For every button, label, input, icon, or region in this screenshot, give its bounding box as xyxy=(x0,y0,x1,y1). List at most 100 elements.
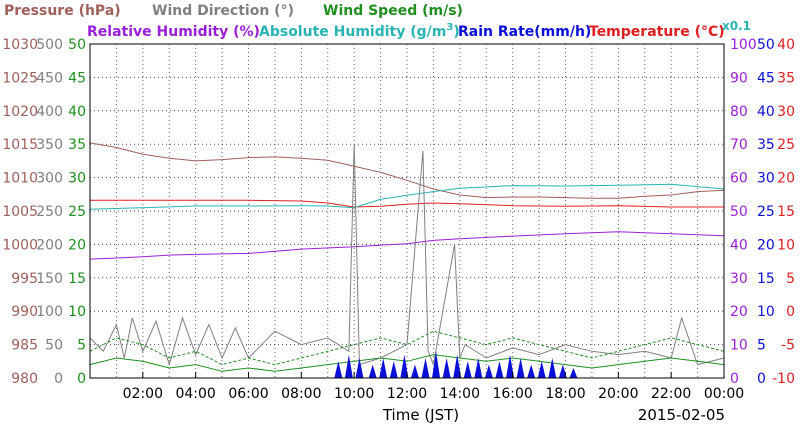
plot-area xyxy=(89,43,725,379)
y-tick-label: 20 xyxy=(68,237,86,253)
rain-rate-spike xyxy=(506,354,515,378)
y-axis-wind-direction: 0 50 100 150 200 250 300 350 400 450 500 xyxy=(36,37,63,387)
y-tick-label: 300 xyxy=(36,171,63,187)
y-axis-pressure: 980 985 990 995 1000 1005 1010 1015 1020 1025 1030 xyxy=(2,37,38,387)
rain-rate-spike xyxy=(344,354,353,378)
y-tick-label: 50 xyxy=(730,204,748,220)
legend-absolute-humidity-text: Absolute Humidity (g/m xyxy=(259,24,446,40)
x-tick-label: 10:00 xyxy=(334,386,374,402)
legend-scale-note: x0.1 xyxy=(722,19,751,33)
y-tick-label: 50 xyxy=(45,338,63,354)
y-tick-label: 25 xyxy=(68,204,86,220)
y-axis-temperature: -10 -5 0 5 10 15 20 25 30 35 40 xyxy=(772,37,795,387)
y-tick-label: 10 xyxy=(730,338,748,354)
rain-rate-spike xyxy=(453,354,462,378)
y-tick-label: -5 xyxy=(781,338,795,354)
y-tick-label: 35 xyxy=(777,70,795,86)
y-tick-label: 350 xyxy=(36,137,63,153)
y-tick-label: 30 xyxy=(777,104,795,120)
rain-rate-spike xyxy=(516,357,525,378)
y-tick-label: 40 xyxy=(730,237,748,253)
y-tick-label: 0 xyxy=(786,304,795,320)
y-axis-rain-rate: 0 5 10 15 20 25 30 35 40 45 50 xyxy=(757,37,775,387)
rain-rate-spike xyxy=(379,357,388,378)
y-tick-label: 100 xyxy=(730,37,757,53)
rain-rate-spike xyxy=(442,357,451,378)
rain-rate-spike xyxy=(410,364,419,378)
y-tick-label: 15 xyxy=(777,204,795,220)
rain-rate-spike xyxy=(463,361,472,378)
y-tick-label: 985 xyxy=(11,338,38,354)
y-tick-label: 50 xyxy=(757,37,775,53)
date-label: 2015-02-05 xyxy=(638,406,725,424)
y-tick-label: 0 xyxy=(730,371,739,387)
y-axis-wind-speed: 0 5 10 15 20 25 30 35 40 45 50 xyxy=(68,37,86,387)
y-axis-relative-humidity: 0 10 20 30 40 50 60 70 80 90 100 xyxy=(730,37,757,387)
rain-rate-spike xyxy=(548,357,557,378)
legend-rain-rate: Rain Rate(mm/h) xyxy=(458,24,591,40)
y-tick-label: 995 xyxy=(11,271,38,287)
y-tick-label: 25 xyxy=(757,204,775,220)
y-tick-label: 0 xyxy=(77,371,86,387)
legend-absolute-humidity-sup: 3 xyxy=(446,22,453,33)
x-tick-label: 08:00 xyxy=(281,386,321,402)
y-tick-label: 1020 xyxy=(2,104,38,120)
legend-relative-humidity: Relative Humidity (%) xyxy=(87,24,260,40)
y-tick-label: 50 xyxy=(68,37,86,53)
rain-rate-spike xyxy=(474,357,483,378)
y-tick-label: 5 xyxy=(786,271,795,287)
y-tick-label: 980 xyxy=(11,371,38,387)
y-tick-label: 20 xyxy=(777,171,795,187)
series-line-temperature-c xyxy=(90,199,724,208)
y-tick-label: 40 xyxy=(68,104,86,120)
y-tick-label: 100 xyxy=(36,304,63,320)
series-line-absolute-humidity-g-m3-x0-1 xyxy=(89,183,725,210)
rain-rate-spike xyxy=(484,364,493,378)
y-tick-label: 450 xyxy=(36,70,63,86)
y-tick-label: 45 xyxy=(757,70,775,86)
rain-rate-spike xyxy=(569,367,578,378)
y-tick-label: 35 xyxy=(757,137,775,153)
y-tick-label: 500 xyxy=(36,37,63,53)
x-tick-label: 12:00 xyxy=(387,386,427,402)
x-tick-label: 22:00 xyxy=(651,386,691,402)
rain-rate-spike xyxy=(495,361,504,378)
y-tick-label: 10 xyxy=(777,237,795,253)
series-line-pressure-hpa xyxy=(89,142,725,199)
y-tick-label: 70 xyxy=(730,137,748,153)
y-tick-label: 1010 xyxy=(2,171,38,187)
x-tick-label: 04:00 xyxy=(175,386,215,402)
y-tick-label: 40 xyxy=(757,104,775,120)
y-tick-label: 400 xyxy=(36,104,63,120)
x-tick-label: 18:00 xyxy=(545,386,585,402)
rain-rate-spike xyxy=(421,357,430,378)
rain-rate-spike xyxy=(558,364,567,378)
y-tick-label: 0 xyxy=(757,371,766,387)
rain-rate-spike xyxy=(537,361,546,378)
y-tick-label: 1015 xyxy=(2,137,38,153)
x-axis-ticks: 02:00 04:00 06:00 08:00 10:00 12:00 14:00 16:00… xyxy=(123,372,744,402)
series-line-relative-humidity xyxy=(89,231,725,260)
y-tick-label: -10 xyxy=(772,371,795,387)
legend-absolute-humidity: Absolute Humidity (g/m3) xyxy=(259,22,460,40)
y-tick-label: 30 xyxy=(68,171,86,187)
y-tick-label: 10 xyxy=(68,304,86,320)
y-tick-label: 5 xyxy=(757,338,766,354)
x-tick-label: 06:00 xyxy=(228,386,268,402)
y-tick-label: 90 xyxy=(730,70,748,86)
y-tick-label: 20 xyxy=(757,237,775,253)
y-tick-label: 1030 xyxy=(2,37,38,53)
rain-rate-spike xyxy=(527,364,536,378)
rain-rate-spike xyxy=(368,364,377,378)
rain-rate-spike xyxy=(334,361,343,378)
y-tick-label: 150 xyxy=(36,271,63,287)
y-tick-label: 80 xyxy=(730,104,748,120)
y-tick-label: 35 xyxy=(68,137,86,153)
y-tick-label: 10 xyxy=(757,304,775,320)
y-tick-label: 250 xyxy=(36,204,63,220)
rain-rate-spike xyxy=(389,361,398,378)
legend-wind-direction: Wind Direction (°) xyxy=(152,3,294,19)
y-tick-label: 40 xyxy=(777,37,795,53)
x-tick-label: 02:00 xyxy=(123,386,163,402)
